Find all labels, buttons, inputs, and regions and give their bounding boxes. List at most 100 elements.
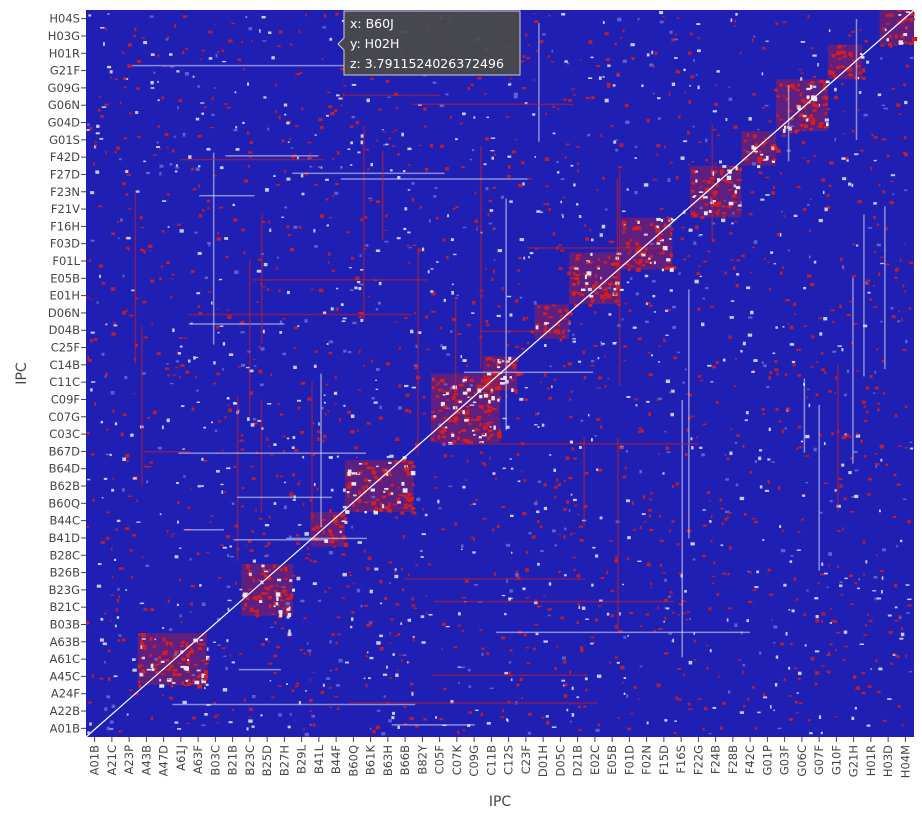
heatmap-cell bbox=[783, 94, 785, 97]
heatmap-cell bbox=[725, 178, 730, 183]
heatmap-cell bbox=[242, 320, 245, 324]
heatmap-cell bbox=[705, 286, 709, 290]
heatmap-cell bbox=[123, 77, 127, 81]
heatmap-cell bbox=[776, 114, 779, 118]
heatmap-cell bbox=[535, 50, 539, 52]
heatmap-cell bbox=[895, 34, 898, 39]
heatmap-cell bbox=[686, 428, 689, 432]
tooltip-x-text: x: B60J bbox=[350, 16, 394, 31]
heatmap-cell bbox=[782, 326, 785, 328]
heatmap-cell bbox=[180, 650, 184, 654]
heatmap-cell bbox=[465, 406, 471, 408]
heatmap-cell bbox=[360, 218, 363, 222]
heatmap-cell bbox=[627, 268, 631, 272]
heatmap-cell bbox=[902, 151, 907, 155]
heatmap-cell bbox=[143, 41, 148, 45]
heatmap-cell bbox=[837, 565, 839, 568]
heatmap-cell bbox=[865, 281, 868, 285]
heatmap-cell bbox=[764, 176, 770, 179]
heatmap-cell bbox=[793, 577, 797, 581]
heatmap-cell bbox=[528, 531, 532, 535]
heatmap-cell bbox=[560, 314, 563, 317]
heatmap-cell bbox=[328, 456, 333, 459]
heatmap-cell bbox=[584, 471, 589, 475]
heatmap-streak bbox=[188, 323, 285, 325]
heatmap-cell bbox=[769, 371, 773, 374]
heatmap-cell bbox=[803, 286, 807, 290]
heatmap-cell bbox=[96, 124, 100, 128]
heatmap-cell bbox=[668, 92, 671, 96]
heatmap-cell bbox=[801, 518, 804, 521]
heatmap-cell bbox=[699, 186, 703, 188]
heatmap-cell bbox=[880, 256, 884, 258]
heatmap-cell bbox=[314, 134, 317, 136]
heatmap-cell bbox=[649, 243, 654, 245]
heatmap-cell bbox=[553, 468, 557, 472]
heatmap-cell bbox=[296, 399, 302, 402]
heatmap-cell bbox=[249, 141, 254, 145]
heatmap-cell bbox=[434, 81, 437, 84]
heatmap-cell bbox=[510, 678, 513, 681]
heatmap-cell bbox=[394, 568, 397, 571]
heatmap-cell bbox=[524, 387, 528, 389]
heatmap-cell bbox=[351, 482, 357, 486]
heatmap-cell bbox=[138, 664, 144, 667]
heatmap-cell bbox=[290, 147, 294, 149]
heatmap-cell bbox=[132, 477, 137, 480]
heatmap-cell bbox=[497, 431, 502, 436]
heatmap-cell bbox=[253, 365, 257, 367]
heatmap-cell bbox=[322, 311, 327, 315]
heatmap-cell bbox=[477, 388, 482, 393]
heatmap-cell bbox=[881, 590, 883, 594]
heatmap-cell bbox=[496, 525, 500, 528]
heatmap-cell bbox=[513, 92, 519, 96]
heatmap-cell bbox=[700, 216, 705, 219]
heatmap-cell bbox=[137, 60, 141, 64]
heatmap-cell bbox=[381, 732, 386, 736]
heatmap-cell bbox=[284, 206, 288, 209]
heatmap-cell bbox=[109, 728, 114, 730]
heatmap-cell bbox=[863, 573, 865, 577]
heatmap-cell bbox=[610, 589, 615, 592]
heatmap-cell bbox=[367, 556, 372, 561]
heatmap-cell bbox=[656, 242, 661, 245]
heatmap-cell bbox=[287, 233, 292, 237]
heatmap-cell bbox=[470, 383, 473, 387]
heatmap-cell bbox=[180, 644, 184, 648]
heatmap-cell bbox=[479, 394, 483, 399]
heatmap-cell bbox=[795, 103, 800, 107]
heatmap-cell bbox=[285, 601, 290, 606]
heatmap-cell bbox=[712, 706, 717, 709]
heatmap-cell bbox=[867, 613, 870, 616]
heatmap-cell bbox=[668, 595, 671, 598]
heatmap-cell bbox=[266, 437, 269, 441]
heatmap-cell bbox=[216, 372, 221, 376]
heatmap-cell bbox=[151, 322, 154, 325]
heatmap-cell bbox=[774, 368, 779, 372]
heatmap-cell bbox=[841, 348, 844, 352]
heatmap-cell bbox=[224, 237, 229, 240]
heatmap-cell bbox=[284, 578, 288, 581]
heatmap-cell bbox=[403, 706, 407, 709]
y-tick-label: H03G bbox=[48, 29, 80, 43]
heatmap-cell bbox=[151, 668, 155, 672]
heatmap-cell bbox=[507, 165, 511, 169]
heatmap-cell bbox=[757, 128, 760, 131]
heatmap-cell bbox=[813, 260, 817, 264]
heatmap-cell bbox=[416, 497, 421, 502]
heatmap-cell bbox=[604, 355, 607, 358]
heatmap-cell bbox=[126, 236, 131, 240]
heatmap-cell bbox=[142, 300, 147, 304]
heatmap-cell bbox=[568, 98, 572, 103]
heatmap-cell bbox=[218, 278, 223, 281]
heatmap-cell bbox=[204, 662, 209, 665]
heatmap-cell bbox=[487, 378, 491, 382]
plot-area[interactable] bbox=[85, 9, 918, 738]
heatmap-cell bbox=[452, 440, 456, 444]
heatmap-cell bbox=[355, 120, 360, 125]
heatmap-cell bbox=[398, 347, 401, 350]
heatmap-cell bbox=[807, 203, 810, 206]
heatmap-cell bbox=[281, 589, 287, 594]
heatmap-cell bbox=[140, 645, 143, 650]
heatmap-cell bbox=[293, 365, 297, 369]
